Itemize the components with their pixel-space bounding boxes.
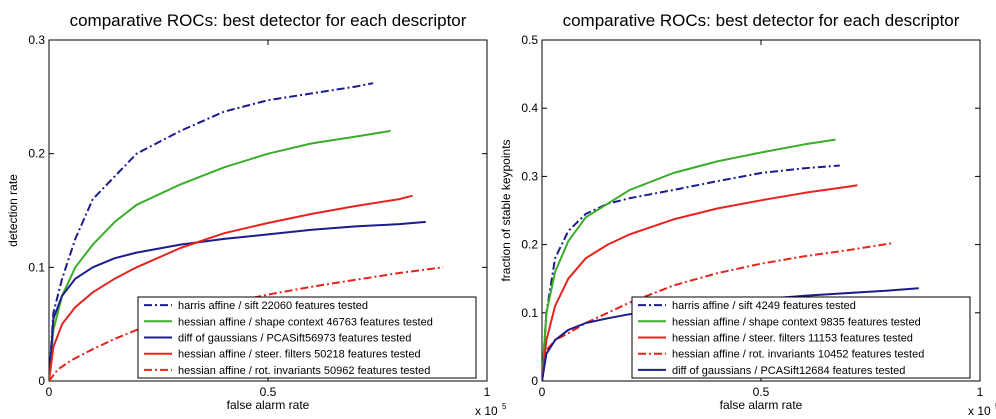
legend-box [137,296,477,379]
series-line-3 [49,220,426,381]
y-tick-label: 0.4 [521,101,538,115]
legend: harris affine / sift 4249 features teste… [631,296,971,379]
y-tick-label: 0.3 [28,33,45,47]
chart-title: comparative ROCs: best detector for each… [563,11,960,30]
series-line-3 [542,184,858,381]
y-tick-label: 0.2 [28,147,45,161]
y-tick-label: 0.1 [521,306,538,320]
x-tick-label: 0.5 [260,385,277,399]
legend-label-1: harris affine / sift 4249 features teste… [672,300,856,312]
chart-1: comparative ROCs: best detector for each… [6,11,507,418]
chart-title: comparative ROCs: best detector for each… [70,11,467,30]
legend-box [631,296,971,379]
legend-label-5: hessian affine / rot. invariants 50962 f… [178,365,430,377]
legend-label-4: hessian affine / steer. filters 50218 fe… [178,349,421,361]
y-tick-label: 0 [531,374,538,388]
y-tick-label: 0.1 [28,260,45,274]
series-line-1 [49,82,374,381]
legend-label-1: harris affine / sift 22060 features test… [178,300,368,312]
x-axis-label: false alarm rate [227,398,310,412]
x-tick-label: 1 [977,385,984,399]
series-line-2 [542,138,836,381]
legend-label-2: hessian affine / shape context 9835 feat… [672,316,921,328]
x-tick-label: 0.5 [753,385,770,399]
x-axis-multiplier: x 10 [475,404,498,418]
legend-label-2: hessian affine / shape context 46763 fea… [178,316,433,328]
legend-label-3: diff of gaussians / PCASift56973 feature… [178,333,411,345]
x-axis-multiplier: x 10 [968,404,991,418]
y-tick-label: 0.3 [521,169,538,183]
y-tick-label: 0.5 [521,33,538,47]
chart-2: comparative ROCs: best detector for each… [499,11,996,418]
y-tick-label: 0.2 [521,238,538,252]
x-tick-label: 1 [484,385,491,399]
y-axis-label: detection rate [6,174,20,247]
x-axis-multiplier-exponent: 5 [502,402,507,411]
legend: harris affine / sift 22060 features test… [137,296,477,379]
legend-label-3: hessian affine / steer. filters 11153 fe… [672,333,913,345]
y-axis-label: fraction of stable keypoints [499,139,513,281]
x-axis-label: false alarm rate [720,398,803,412]
series-line-1 [542,164,840,381]
x-tick-label: 0 [539,385,546,399]
legend-label-5: diff of gaussians / PCASift12684 feature… [672,365,905,377]
x-tick-label: 0 [46,385,53,399]
y-tick-label: 0 [38,374,45,388]
series-line-4 [49,194,413,381]
legend-label-4: hessian affine / rot. invariants 10452 f… [672,349,924,361]
